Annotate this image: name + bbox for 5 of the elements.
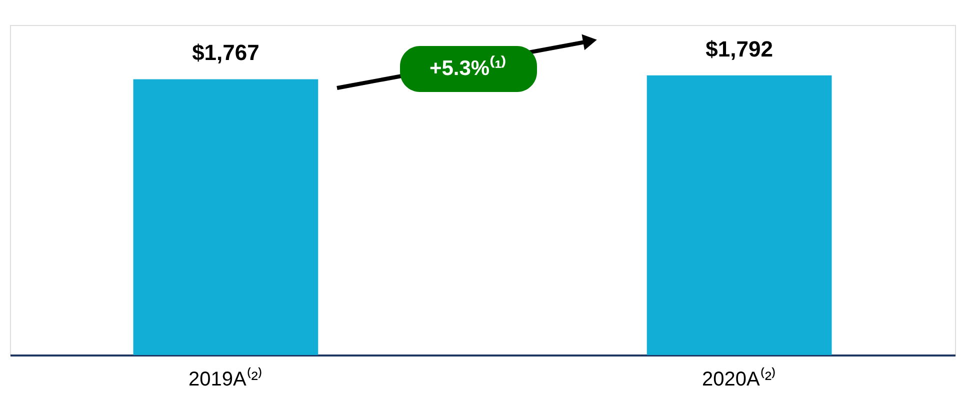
x-tick-label: 2020A⁽²⁾	[702, 366, 777, 390]
x-tick-label: 2019A⁽²⁾	[188, 366, 263, 390]
data-label: $1,767	[192, 40, 260, 66]
annotation: +5.3%⁽¹⁾	[429, 55, 507, 80]
data-label: $1,792	[706, 36, 773, 62]
